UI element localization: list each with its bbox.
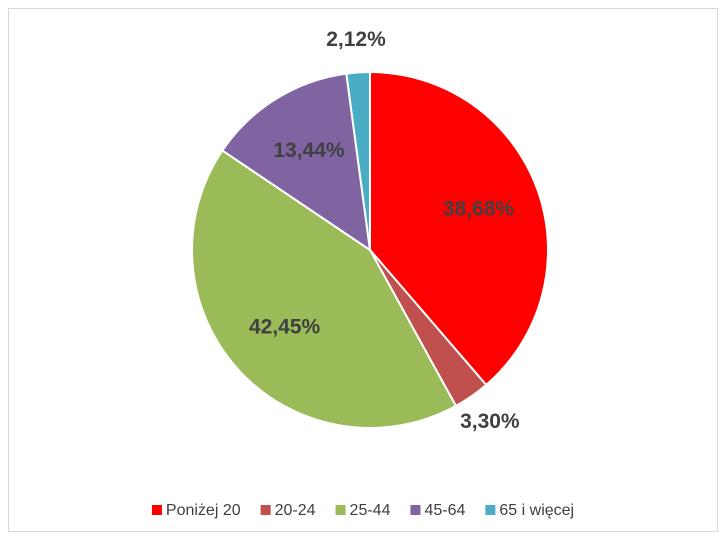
legend-label: 25-44 bbox=[350, 502, 391, 519]
legend-label: 45-64 bbox=[424, 502, 465, 519]
pie-slice bbox=[345, 70, 371, 251]
value-label: 2,12% bbox=[326, 28, 386, 51]
value-label: 13,44% bbox=[273, 139, 345, 162]
legend-swatch bbox=[260, 505, 271, 515]
legend-swatch bbox=[410, 505, 421, 515]
legend-swatch bbox=[151, 505, 162, 515]
legend-swatch bbox=[485, 505, 496, 515]
legend-label: 65 i więcej bbox=[499, 502, 574, 519]
pie-slice bbox=[369, 70, 549, 387]
legend-label: Poniżej 20 bbox=[166, 502, 241, 519]
legend-label: 20-24 bbox=[275, 502, 316, 519]
legend-swatch bbox=[335, 505, 346, 515]
pie-slice bbox=[191, 149, 458, 429]
legend: Poniżej 20 20-24 25-44 45-64 65 i więcej bbox=[151, 502, 574, 519]
pie-slice bbox=[221, 72, 372, 253]
value-label: 42,45% bbox=[249, 316, 321, 339]
value-label: 38,68% bbox=[443, 197, 515, 220]
value-label: 3,30% bbox=[460, 410, 520, 433]
